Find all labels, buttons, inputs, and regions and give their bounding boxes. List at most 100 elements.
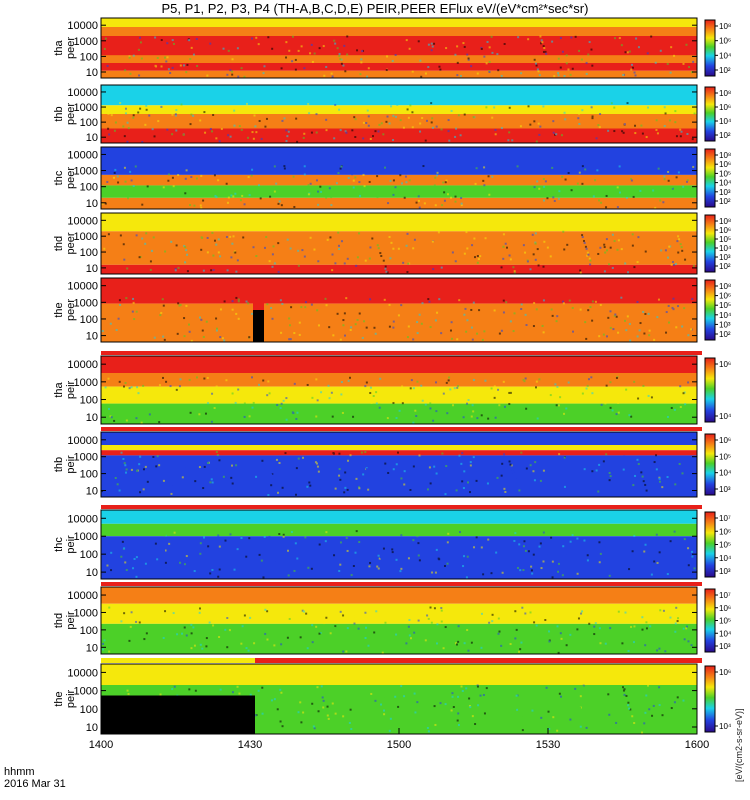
noise-pixel — [482, 573, 485, 576]
noise-pixel — [198, 607, 201, 610]
noise-pixel — [331, 253, 334, 256]
noise-pixel — [209, 572, 212, 575]
noise-pixel — [212, 114, 215, 117]
noise-pixel — [686, 132, 689, 135]
noise-pixel — [142, 468, 145, 471]
noise-pixel — [435, 548, 438, 551]
noise-pixel — [552, 196, 555, 199]
noise-pixel — [658, 480, 661, 483]
noise-pixel — [107, 407, 110, 410]
noise-pixel — [396, 103, 399, 106]
noise-pixel — [231, 73, 234, 76]
noise-pixel — [542, 299, 545, 302]
status-bar-2 — [255, 658, 702, 663]
noise-pixel — [433, 42, 436, 45]
noise-pixel — [156, 455, 159, 458]
noise-pixel — [495, 550, 498, 553]
noise-pixel — [418, 454, 421, 457]
noise-pixel — [569, 718, 572, 721]
noise-pixel — [328, 397, 331, 400]
noise-pixel — [425, 564, 428, 567]
noise-pixel — [120, 555, 123, 558]
noise-pixel — [666, 573, 669, 576]
noise-pixel — [436, 623, 439, 626]
noise-pixel — [309, 52, 312, 55]
noise-pixel — [299, 636, 302, 639]
noise-pixel — [403, 483, 406, 486]
noise-pixel — [500, 127, 503, 130]
noise-pixel — [106, 564, 109, 567]
noise-pixel — [118, 489, 121, 492]
noise-pixel — [471, 715, 474, 718]
noise-pixel — [496, 476, 499, 479]
noise-pixel — [265, 235, 268, 238]
noise-pixel — [581, 234, 584, 237]
noise-pixel — [543, 47, 546, 50]
noise-pixel — [338, 52, 341, 55]
noise-pixel — [693, 112, 696, 115]
noise-pixel — [206, 74, 209, 77]
noise-pixel — [288, 317, 291, 320]
noise-pixel — [225, 182, 228, 185]
noise-pixel — [645, 627, 648, 630]
noise-pixel — [334, 421, 337, 424]
noise-pixel — [379, 377, 382, 380]
noise-pixel — [516, 566, 519, 569]
noise-pixel — [607, 316, 610, 319]
noise-pixel — [384, 621, 387, 624]
spectrogram-tha-peer — [101, 18, 697, 78]
noise-pixel — [594, 622, 597, 625]
noise-pixel — [355, 477, 358, 480]
noise-pixel — [533, 608, 536, 611]
noise-pixel — [145, 104, 148, 107]
noise-pixel — [652, 189, 655, 192]
noise-pixel — [576, 628, 579, 631]
noise-pixel — [300, 45, 303, 48]
noise-pixel — [470, 415, 473, 418]
noise-pixel — [450, 696, 453, 699]
noise-pixel — [507, 139, 510, 142]
noise-pixel — [447, 532, 450, 535]
noise-pixel — [463, 642, 466, 645]
noise-pixel — [634, 124, 637, 127]
noise-pixel — [647, 312, 650, 315]
noise-pixel — [223, 339, 226, 342]
noise-pixel — [682, 627, 685, 630]
noise-pixel — [562, 300, 565, 303]
noise-pixel — [124, 464, 127, 467]
noise-pixel — [628, 323, 631, 326]
energy-band — [101, 386, 697, 404]
panel-ylabel-instrument: thb — [53, 106, 65, 121]
noise-pixel — [563, 75, 566, 78]
noise-pixel — [248, 194, 251, 197]
noise-pixel — [647, 106, 650, 109]
noise-pixel — [365, 326, 368, 329]
noise-pixel — [269, 195, 272, 198]
noise-pixel — [243, 203, 246, 206]
noise-pixel — [528, 699, 531, 702]
noise-pixel — [419, 59, 422, 62]
noise-pixel — [153, 336, 156, 339]
noise-pixel — [546, 562, 549, 565]
noise-pixel — [452, 404, 455, 407]
y-tick-label: 1000 — [74, 297, 98, 309]
noise-pixel — [683, 307, 686, 310]
noise-pixel — [429, 402, 432, 405]
noise-pixel — [141, 203, 144, 206]
noise-pixel — [509, 391, 512, 394]
noise-pixel — [651, 714, 654, 717]
noise-pixel — [176, 633, 179, 636]
noise-pixel — [673, 701, 676, 704]
noise-pixel — [658, 686, 661, 689]
noise-pixel — [655, 468, 658, 471]
noise-pixel — [310, 567, 313, 570]
noise-pixel — [460, 197, 463, 200]
noise-pixel — [194, 689, 197, 692]
noise-pixel — [442, 712, 445, 715]
noise-pixel — [291, 60, 294, 63]
noise-pixel — [240, 167, 243, 170]
noise-pixel — [180, 103, 183, 106]
noise-pixel — [546, 246, 549, 249]
noise-pixel — [686, 179, 689, 182]
noise-pixel — [343, 312, 346, 315]
